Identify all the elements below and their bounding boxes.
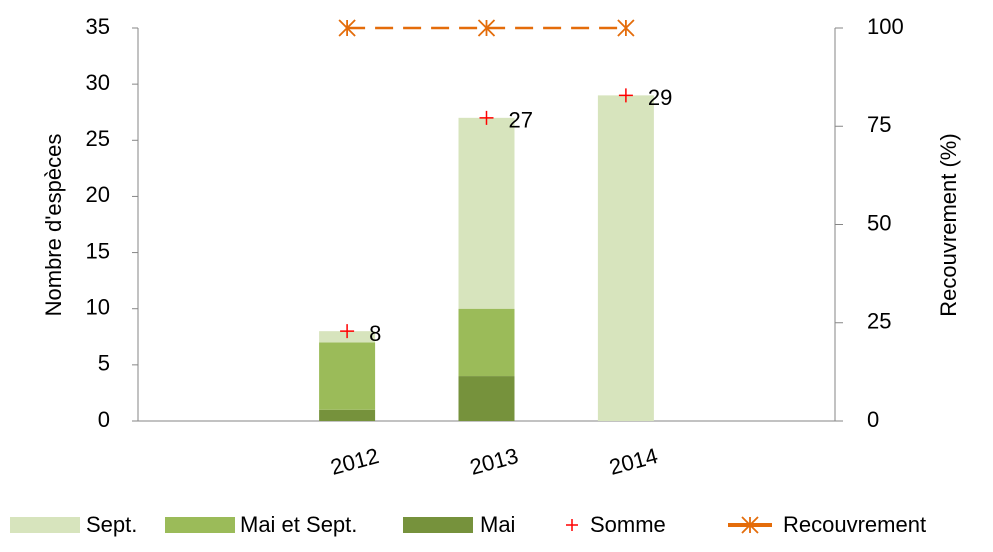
legend-swatch [165, 517, 235, 533]
legend-swatch [741, 516, 759, 534]
line-marker [617, 19, 635, 37]
legend-label: Recouvrement [783, 512, 926, 537]
x-tick-label: 2012 [328, 443, 382, 480]
y2-tick-label: 100 [867, 14, 904, 39]
legend-swatch [566, 519, 578, 531]
y2-tick-label: 75 [867, 112, 891, 137]
sum-marker [340, 324, 355, 339]
legend-label: Mai et Sept. [240, 512, 357, 537]
bar [458, 376, 515, 421]
legend-label: Mai [480, 512, 515, 537]
x-tick-label: 2014 [607, 443, 661, 480]
bar [458, 117, 515, 309]
sum-marker [618, 88, 633, 103]
y-tick-label: 25 [86, 126, 110, 151]
legend-swatch [403, 517, 473, 533]
y-axis-label: Nombre d'espèces [41, 134, 66, 317]
y-tick-label: 30 [86, 70, 110, 95]
y2-tick-label: 25 [867, 309, 891, 334]
legend-swatch [10, 517, 80, 533]
y-tick-label: 0 [98, 407, 110, 432]
legend-label: Sept. [86, 512, 137, 537]
y2-tick-label: 0 [867, 407, 879, 432]
data-label: 29 [648, 85, 672, 110]
y-tick-label: 10 [86, 295, 110, 320]
x-tick-label: 2013 [467, 443, 521, 480]
bar [597, 95, 654, 421]
data-label: 27 [509, 108, 533, 133]
y2-tick-label: 50 [867, 210, 891, 235]
y2-axis-label: Recouvrement (%) [936, 133, 961, 316]
bar [319, 409, 376, 421]
line-marker [477, 19, 496, 37]
y-tick-label: 15 [86, 238, 110, 263]
bar [458, 308, 515, 377]
legend-label: Somme [590, 512, 666, 537]
sum-marker [479, 110, 494, 125]
bar [319, 342, 376, 410]
y-tick-label: 35 [86, 14, 110, 39]
data-label: 8 [369, 321, 381, 346]
y-tick-label: 5 [98, 351, 110, 376]
y-tick-label: 20 [86, 182, 110, 207]
line-marker [338, 19, 356, 37]
